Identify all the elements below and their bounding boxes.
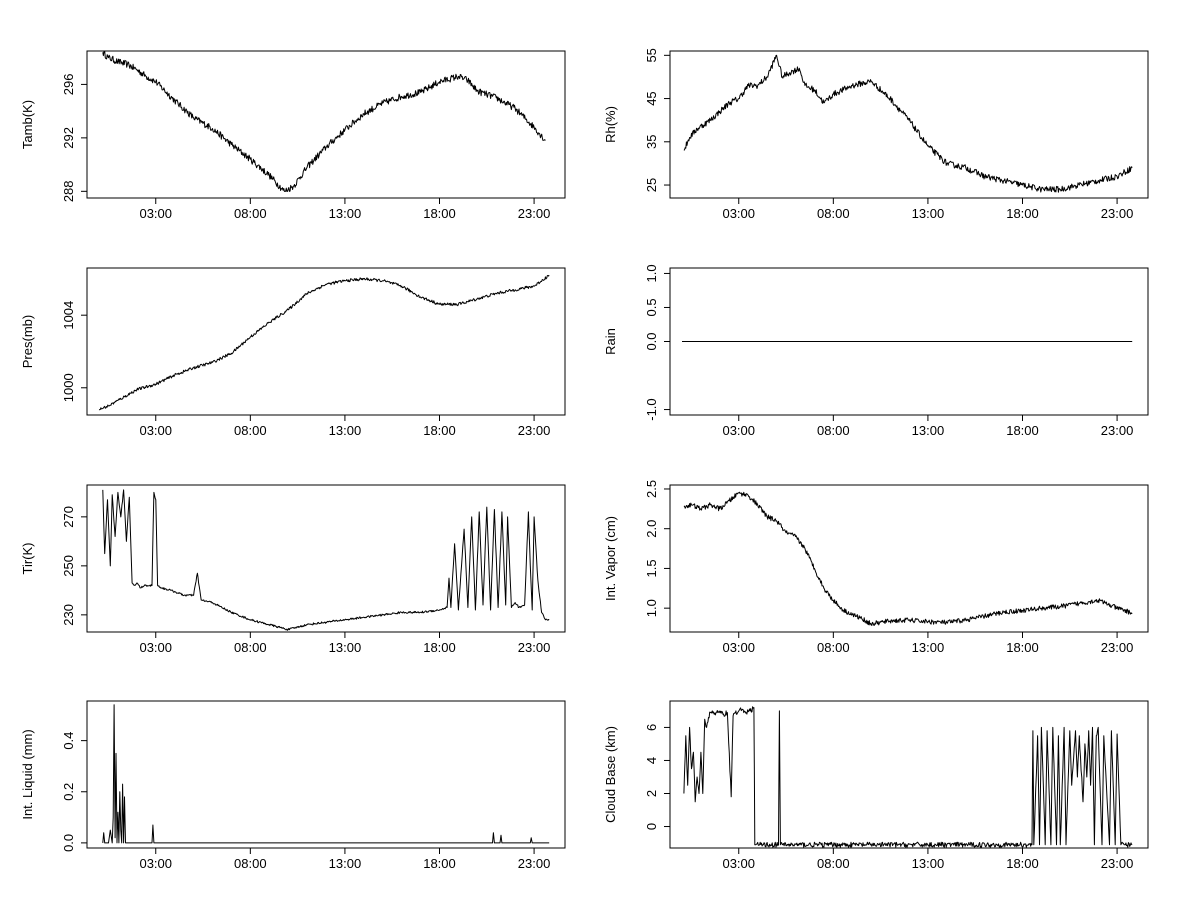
series-line-tir <box>102 489 550 631</box>
y-tick-label: 4 <box>644 757 659 764</box>
x-tick-label: 03:00 <box>722 423 755 438</box>
panel-pres: 03:00 08:00 13:00 18:00 23:00 1000 1004 Pres(mb… <box>20 267 566 438</box>
panel-cloud: 03:00 08:00 13:00 18:00 23:00 0 2 4 6 Cloud Base … <box>603 700 1149 871</box>
y-tick-label: 45 <box>644 91 659 105</box>
series-line-tamb <box>102 50 546 192</box>
y-tick-label: 1.5 <box>644 559 659 577</box>
y-tick-label: 2 <box>644 790 659 797</box>
x-tick-label: 18:00 <box>1006 856 1039 871</box>
panel-rh: 03:00 08:00 13:00 18:00 23:00 25 35 45 55 Rh(%) <box>603 48 1149 221</box>
x-tick-label: 13:00 <box>912 206 945 221</box>
y-tick-label: 270 <box>61 506 76 528</box>
x-tick-label: 03:00 <box>722 206 755 221</box>
series-line-rh <box>683 54 1133 193</box>
y-axis-label: Rain <box>603 328 618 355</box>
x-tick-label: 03:00 <box>722 856 755 871</box>
x-tick-label: 08:00 <box>817 206 850 221</box>
series-line-pres <box>98 274 550 411</box>
y-axis-label: Pres(mb) <box>20 315 35 368</box>
x-tick-label: 18:00 <box>1006 206 1039 221</box>
y-tick-label: 1000 <box>61 373 76 402</box>
x-tick-label: 13:00 <box>912 856 945 871</box>
panel-liquid: 03:00 08:00 13:00 18:00 23:00 0.0 0.2 0.4 Int. L… <box>20 700 566 871</box>
y-tick-label: 0.4 <box>61 732 76 750</box>
x-tick-label: 18:00 <box>1006 423 1039 438</box>
y-tick-label: 0.2 <box>61 783 76 801</box>
y-axis-label: Tamb(K) <box>20 100 35 149</box>
plot-frame <box>86 484 566 633</box>
x-tick-label: 08:00 <box>234 640 267 655</box>
y-tick-label: 0.0 <box>61 834 76 852</box>
x-tick-label: 03:00 <box>722 640 755 655</box>
x-tick-label: 08:00 <box>817 423 850 438</box>
x-tick-label: 08:00 <box>234 206 267 221</box>
x-tick-label: 08:00 <box>817 640 850 655</box>
y-tick-label: -1.0 <box>644 398 659 420</box>
y-axis-label: Tir(K) <box>20 542 35 574</box>
x-tick-label: 08:00 <box>817 856 850 871</box>
y-axis-label: Cloud Base (km) <box>603 726 618 823</box>
x-tick-label: 03:00 <box>139 640 172 655</box>
plot-frame <box>669 484 1149 633</box>
series-line-cloud <box>683 706 1133 848</box>
plot-frame <box>669 700 1149 849</box>
x-tick-label: 23:00 <box>518 423 551 438</box>
panel-tir: 03:00 08:00 13:00 18:00 23:00 230 250 270 Tir(K) <box>20 484 566 655</box>
x-tick-label: 08:00 <box>234 856 267 871</box>
series-line-vapor <box>683 491 1133 626</box>
y-axis-label: Int. Liquid (mm) <box>20 729 35 819</box>
x-tick-label: 18:00 <box>423 640 456 655</box>
x-tick-label: 03:00 <box>139 206 172 221</box>
panel-rain: 03:00 08:00 13:00 18:00 23:00 -1.0 0.0 0.5 1.0 Ra… <box>603 264 1149 438</box>
x-tick-label: 13:00 <box>329 640 362 655</box>
x-tick-label: 23:00 <box>518 206 551 221</box>
panel-vapor: 03:00 08:00 13:00 18:00 23:00 1.0 1.5 2.0 2.5 Int… <box>603 480 1149 655</box>
plot-frame <box>86 700 566 849</box>
y-tick-label: 6 <box>644 724 659 731</box>
x-tick-label: 13:00 <box>912 423 945 438</box>
y-tick-label: 292 <box>61 127 76 149</box>
plot-frame <box>86 50 566 199</box>
x-tick-label: 13:00 <box>912 640 945 655</box>
x-tick-label: 03:00 <box>139 856 172 871</box>
x-tick-label: 23:00 <box>1101 423 1134 438</box>
x-tick-label: 13:00 <box>329 206 362 221</box>
y-tick-label: 0.5 <box>644 298 659 316</box>
series-line-liquid <box>102 704 550 844</box>
y-tick-label: 1.0 <box>644 264 659 282</box>
plot-frame <box>86 267 566 416</box>
y-axis-label: Int. Vapor (cm) <box>603 516 618 601</box>
x-tick-label: 13:00 <box>329 856 362 871</box>
y-tick-label: 35 <box>644 135 659 149</box>
y-tick-label: 2.5 <box>644 480 659 498</box>
x-tick-label: 23:00 <box>518 856 551 871</box>
y-tick-label: 55 <box>644 48 659 62</box>
y-tick-label: 2.0 <box>644 520 659 538</box>
x-tick-label: 18:00 <box>1006 640 1039 655</box>
x-tick-label: 23:00 <box>1101 856 1134 871</box>
x-tick-label: 23:00 <box>518 640 551 655</box>
x-tick-label: 13:00 <box>329 423 362 438</box>
y-tick-label: 288 <box>61 180 76 202</box>
y-tick-label: 25 <box>644 178 659 192</box>
y-tick-label: 1004 <box>61 301 76 330</box>
x-tick-label: 18:00 <box>423 423 456 438</box>
x-tick-label: 23:00 <box>1101 206 1134 221</box>
y-tick-label: 296 <box>61 74 76 96</box>
y-axis-label: Rh(%) <box>603 106 618 143</box>
y-tick-label: 0 <box>644 823 659 830</box>
y-tick-label: 0.0 <box>644 332 659 350</box>
y-tick-label: 250 <box>61 555 76 577</box>
y-tick-label: 1.0 <box>644 599 659 617</box>
x-tick-label: 18:00 <box>423 206 456 221</box>
x-tick-label: 03:00 <box>139 423 172 438</box>
x-tick-label: 23:00 <box>1101 640 1134 655</box>
plot-frame <box>669 50 1149 199</box>
x-tick-label: 18:00 <box>423 856 456 871</box>
x-tick-label: 08:00 <box>234 423 267 438</box>
panel-tamb: 03:00 08:00 13:00 18:00 23:00 288 292 296 Tamb(K… <box>20 50 566 221</box>
y-tick-label: 230 <box>61 604 76 626</box>
